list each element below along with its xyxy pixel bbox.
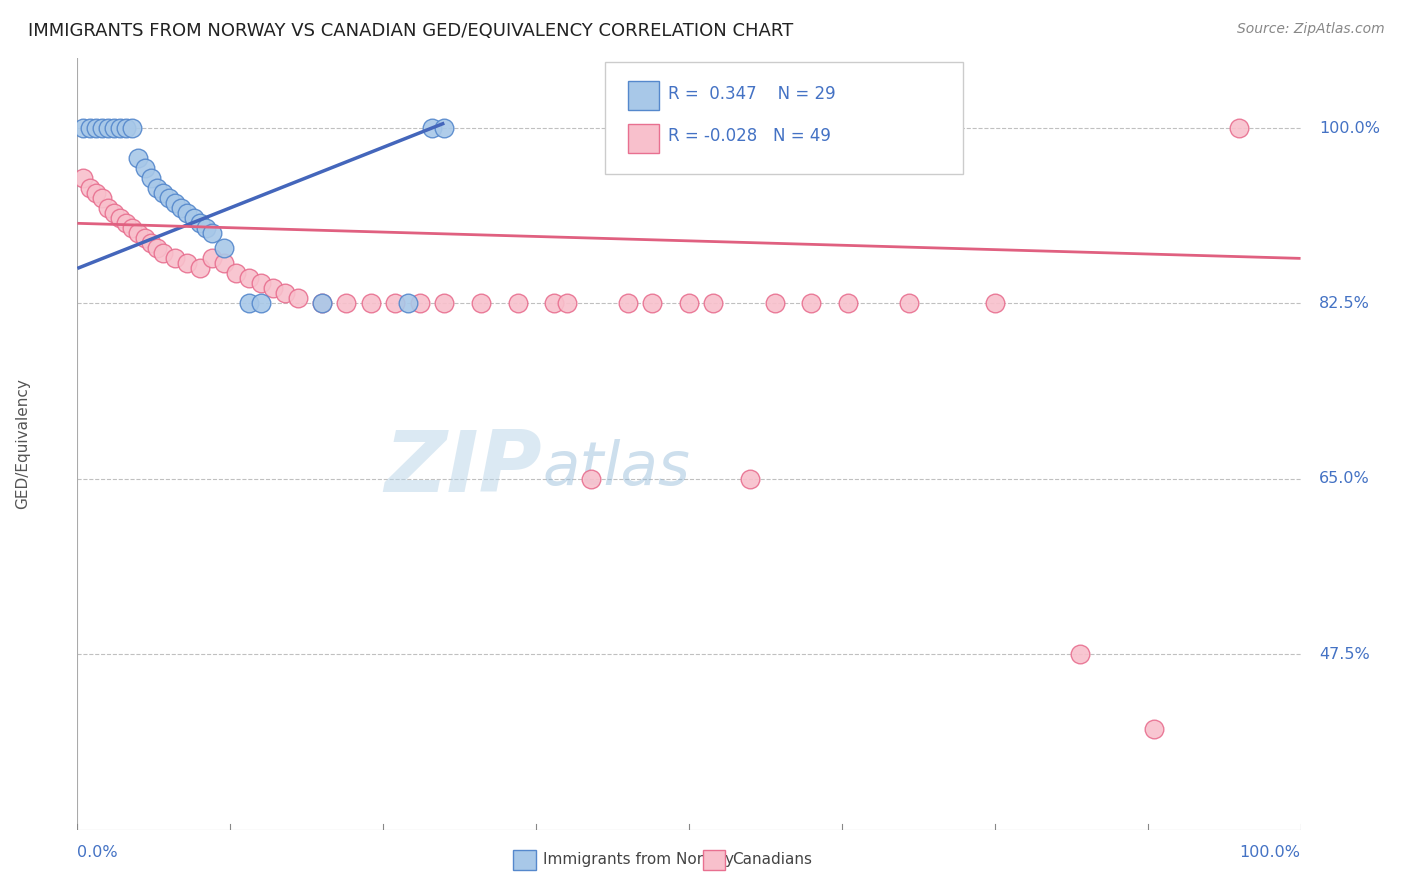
- Point: [201, 227, 224, 241]
- Point: [396, 296, 419, 310]
- Point: [152, 246, 174, 260]
- Point: [176, 206, 198, 220]
- Point: [763, 296, 786, 310]
- Point: [740, 472, 762, 486]
- Point: [176, 256, 198, 270]
- Point: [984, 296, 1007, 310]
- Point: [134, 231, 156, 245]
- Point: [183, 211, 205, 226]
- Point: [201, 252, 224, 266]
- Point: [579, 472, 602, 486]
- Point: [274, 286, 297, 301]
- Point: [898, 296, 921, 310]
- Point: [157, 191, 180, 205]
- Point: [250, 296, 273, 310]
- Point: [108, 211, 131, 226]
- Point: [72, 121, 94, 136]
- Point: [702, 296, 724, 310]
- Point: [384, 296, 406, 310]
- Point: [360, 296, 382, 310]
- Point: [188, 261, 211, 276]
- Point: [127, 151, 149, 165]
- Point: [194, 221, 217, 235]
- Point: [103, 121, 125, 136]
- Point: [262, 281, 284, 295]
- Text: 82.5%: 82.5%: [1319, 296, 1369, 311]
- Point: [1143, 723, 1166, 737]
- Point: [250, 277, 273, 291]
- Point: [212, 256, 235, 270]
- Point: [152, 186, 174, 201]
- Point: [134, 161, 156, 176]
- Point: [139, 171, 162, 186]
- Point: [617, 296, 640, 310]
- Point: [470, 296, 492, 310]
- Point: [1229, 121, 1251, 136]
- Text: GED/Equivalency: GED/Equivalency: [15, 378, 30, 509]
- Point: [84, 121, 107, 136]
- Point: [641, 296, 664, 310]
- Point: [127, 227, 149, 241]
- Point: [287, 292, 309, 306]
- Text: Source: ZipAtlas.com: Source: ZipAtlas.com: [1237, 22, 1385, 37]
- Point: [678, 296, 700, 310]
- Point: [72, 171, 94, 186]
- Point: [409, 296, 432, 310]
- Text: Immigrants from Norway: Immigrants from Norway: [543, 853, 734, 867]
- Point: [90, 191, 112, 205]
- Point: [311, 296, 333, 310]
- Point: [433, 296, 456, 310]
- Point: [121, 121, 143, 136]
- Point: [225, 267, 247, 281]
- Point: [97, 121, 120, 136]
- Point: [115, 121, 138, 136]
- Point: [238, 271, 260, 285]
- Point: [103, 206, 125, 220]
- Point: [108, 121, 131, 136]
- Text: 100.0%: 100.0%: [1240, 845, 1301, 860]
- Text: IMMIGRANTS FROM NORWAY VS CANADIAN GED/EQUIVALENCY CORRELATION CHART: IMMIGRANTS FROM NORWAY VS CANADIAN GED/E…: [28, 22, 793, 40]
- Text: Canadians: Canadians: [733, 853, 813, 867]
- Point: [335, 296, 357, 310]
- Point: [543, 296, 565, 310]
- Point: [311, 296, 333, 310]
- Point: [420, 121, 443, 136]
- Text: 100.0%: 100.0%: [1319, 120, 1379, 136]
- Point: [555, 296, 578, 310]
- Point: [1069, 647, 1091, 661]
- Text: R =  0.347    N = 29: R = 0.347 N = 29: [668, 85, 835, 103]
- Point: [506, 296, 529, 310]
- Point: [212, 241, 235, 255]
- Point: [121, 221, 143, 235]
- Point: [146, 241, 169, 255]
- Point: [84, 186, 107, 201]
- Point: [800, 296, 823, 310]
- Text: 0.0%: 0.0%: [77, 845, 118, 860]
- Point: [139, 236, 162, 251]
- Point: [79, 121, 101, 136]
- Point: [165, 196, 187, 211]
- Point: [165, 252, 187, 266]
- Text: 65.0%: 65.0%: [1319, 471, 1369, 486]
- Text: atlas: atlas: [543, 440, 690, 499]
- Point: [170, 202, 193, 216]
- Point: [97, 202, 120, 216]
- Point: [837, 296, 859, 310]
- Point: [433, 121, 456, 136]
- Point: [238, 296, 260, 310]
- Point: [115, 216, 138, 230]
- Point: [79, 181, 101, 195]
- Text: R = -0.028   N = 49: R = -0.028 N = 49: [668, 128, 831, 145]
- Text: ZIP: ZIP: [384, 427, 543, 510]
- Point: [188, 216, 211, 230]
- Point: [90, 121, 112, 136]
- Text: 47.5%: 47.5%: [1319, 647, 1369, 662]
- Point: [146, 181, 169, 195]
